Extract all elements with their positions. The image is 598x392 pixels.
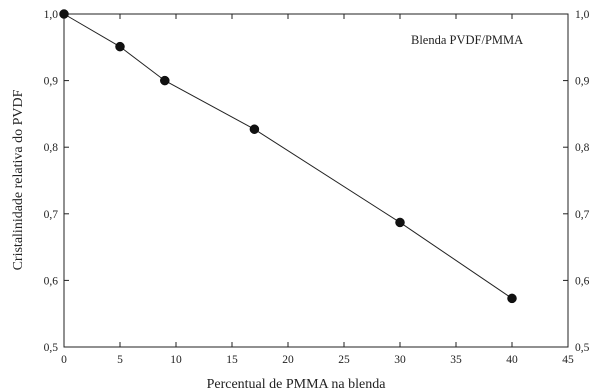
y-tick-label-right: 0,9 xyxy=(575,76,590,88)
y-tick-label-right: 0,5 xyxy=(575,342,590,354)
y-tick-label-left: 0,7 xyxy=(44,209,59,221)
data-point xyxy=(395,217,405,228)
data-points xyxy=(59,9,517,304)
y-tick-label-right: 1,0 xyxy=(575,9,590,21)
series-line xyxy=(63,13,513,299)
data-point xyxy=(115,41,125,52)
y-tick-label-left: 0,5 xyxy=(44,342,59,354)
x-tick-label: 15 xyxy=(226,354,238,366)
y-tick-label-left: 1,0 xyxy=(44,9,59,21)
y-tick-label-left: 0,8 xyxy=(44,142,59,154)
x-axis-title: Percentual de PMMA na blenda xyxy=(207,377,387,392)
annotation-label: Blenda PVDF/PMMA xyxy=(411,33,523,47)
data-point xyxy=(507,293,517,304)
x-axis-ticks: 0 5 10 15 20 25 30 35 40 45 xyxy=(61,14,574,366)
y-tick-label-left: 0,9 xyxy=(44,76,59,88)
x-tick-label: 5 xyxy=(117,354,123,366)
data-point xyxy=(249,124,260,134)
plot-frame xyxy=(63,13,569,348)
x-tick-label: 30 xyxy=(394,354,406,366)
x-tick-label: 45 xyxy=(562,354,574,366)
x-tick-label: 35 xyxy=(450,354,462,366)
x-tick-label: 10 xyxy=(170,354,182,366)
x-tick-label: 40 xyxy=(506,354,518,366)
x-tick-label: 0 xyxy=(61,354,67,366)
y-tick-label-left: 0,6 xyxy=(44,275,59,287)
y-axis-title: Cristalinidade relativa do PVDF xyxy=(11,89,26,270)
data-point xyxy=(160,75,170,86)
data-point xyxy=(59,9,69,19)
y-tick-label-right: 0,6 xyxy=(575,275,590,287)
x-tick-label: 25 xyxy=(338,354,350,366)
y-tick-label-right: 0,7 xyxy=(575,209,590,221)
y-axis-ticks: 0,5 0,5 0,6 0,6 0,7 0,7 0,8 0,8 0,9 0,9 1,0 1,0 xyxy=(44,9,590,354)
x-tick-label: 20 xyxy=(282,354,294,366)
y-tick-label-right: 0,8 xyxy=(575,142,590,154)
